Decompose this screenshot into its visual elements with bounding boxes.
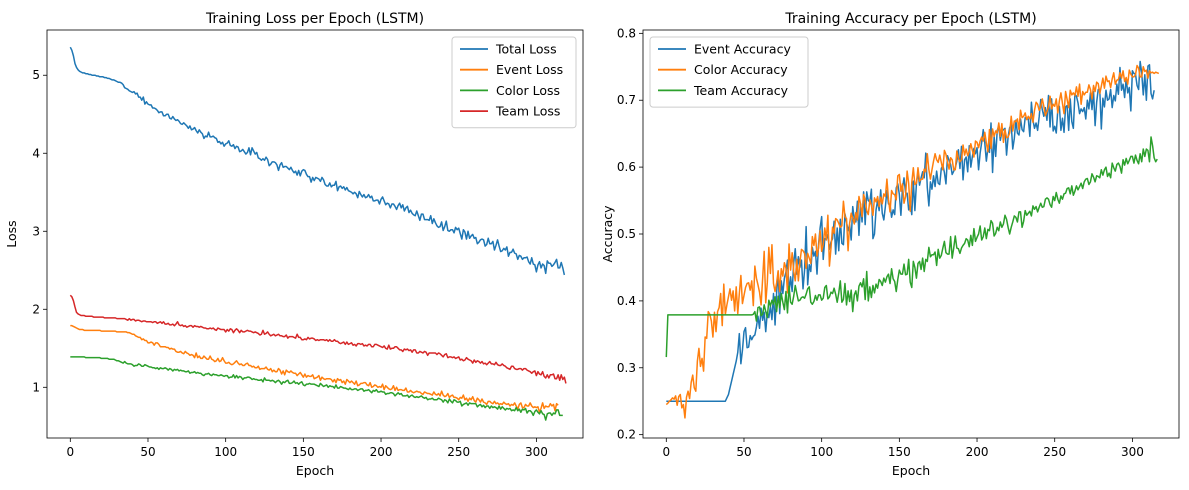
legend: Total Loss Event Loss Color Loss Team Loss [451, 36, 577, 129]
accuracy-chart: Training Accuracy per Epoch (LSTM) 0 50 100… [600, 11, 1180, 478]
y-tick-label: 3 [32, 224, 40, 238]
x-tick-label: 50 [140, 445, 155, 459]
x-tick-label: 50 [736, 445, 751, 459]
y-tick-label: 0.2 [617, 428, 636, 442]
x-tick-label: 200 [966, 445, 989, 459]
x-tick-label: 250 [447, 445, 470, 459]
x-axis-label: Epoch [892, 463, 930, 478]
y-tick-label: 0.5 [617, 227, 636, 241]
series-line-event-accuracy [666, 60, 1155, 402]
axes-frame [642, 29, 1180, 439]
x-tick-label: 250 [1043, 445, 1066, 459]
x-tick-label: 200 [370, 445, 393, 459]
x-tick-label: 100 [810, 445, 833, 459]
y-axis-label: Loss [4, 220, 19, 247]
y-axis-label: Accuracy [600, 205, 615, 263]
series-line-team-loss [69, 294, 567, 384]
y-tick-label: 2 [32, 302, 40, 316]
legend-label: Team Accuracy [693, 83, 789, 98]
axes-frame [46, 29, 584, 439]
y-tick-label: 1 [32, 380, 40, 394]
x-tick-label: 100 [214, 445, 237, 459]
x-tick-label: 0 [662, 445, 670, 459]
legend-box [649, 36, 809, 108]
legend-label: Total Loss [495, 42, 557, 57]
legend-label: Team Loss [495, 104, 560, 119]
y-tick-label: 5 [32, 68, 40, 82]
series-line-color-loss [70, 356, 563, 421]
y-tick-label: 0.8 [617, 26, 636, 40]
legend-label: Color Loss [496, 83, 560, 98]
chart-title: Training Loss per Epoch (LSTM) [205, 11, 424, 27]
x-tick-label: 0 [66, 445, 74, 459]
x-tick-label: 150 [888, 445, 911, 459]
x-axis-label: Epoch [296, 463, 334, 478]
y-tick-label: 0.3 [617, 361, 636, 375]
chart-title: Training Accuracy per Epoch (LSTM) [784, 11, 1036, 27]
y-tick-label: 0.4 [617, 294, 636, 308]
x-tick-label: 300 [1121, 445, 1144, 459]
legend: Event Accuracy Color Accuracy Team Accurac… [649, 36, 809, 108]
y-tick-label: 4 [32, 146, 40, 160]
series-line-total-loss [69, 46, 566, 276]
legend-label: Event Accuracy [694, 42, 791, 57]
series-line-team-accuracy [665, 136, 1158, 358]
series-line-event-loss [70, 324, 559, 414]
x-tick-label: 300 [525, 445, 548, 459]
legend-box [451, 36, 577, 129]
legend-label: Event Loss [496, 62, 563, 77]
x-tick-label: 150 [292, 445, 315, 459]
y-tick-label: 0.7 [617, 93, 636, 107]
legend-label: Color Accuracy [694, 62, 788, 77]
series-line-color-accuracy [665, 64, 1160, 419]
y-tick-label: 0.6 [617, 160, 636, 174]
loss-chart: Training Loss per Epoch (LSTM) 0 50 100 150 2… [4, 11, 584, 478]
